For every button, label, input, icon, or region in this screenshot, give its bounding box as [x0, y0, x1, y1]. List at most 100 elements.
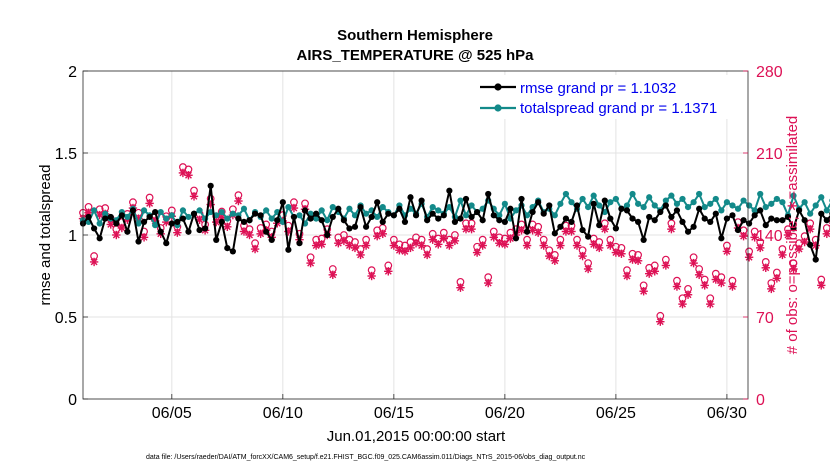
totalspread-point: [718, 207, 725, 214]
obs-assimilated-marker: [805, 224, 815, 234]
rmse-point: [651, 217, 658, 224]
totalspread-point: [124, 213, 131, 221]
y-tick-label: 0.5: [55, 310, 77, 327]
obs-assimilated-marker: [572, 241, 582, 250]
obs-star-stroke: [806, 225, 814, 233]
obs-star-stroke: [412, 239, 420, 247]
rmse-point: [629, 215, 636, 222]
obs-assimilated-marker: [112, 230, 121, 240]
obs-star-stroke: [801, 238, 809, 246]
rmse-point: [313, 210, 320, 217]
obs-assimilated-marker: [583, 264, 593, 274]
obs-star-stroke: [534, 229, 542, 237]
totalspread-point: [612, 195, 619, 203]
rmse-point: [251, 210, 259, 217]
rmse-point: [307, 215, 314, 222]
obs-star-stroke: [662, 261, 670, 269]
obs-star-stroke: [568, 228, 575, 235]
rmse-point: [168, 220, 175, 227]
totalspread-point: [91, 207, 98, 214]
totalspread-point: [379, 204, 386, 211]
obs-assimilated-marker: [783, 230, 793, 240]
obs-star-stroke: [318, 240, 326, 248]
y2-axis-label: # of obs: o=possible; ∗=assimilated: [784, 116, 801, 355]
rmse-point: [457, 215, 464, 222]
obs-assimilated-marker: [495, 239, 504, 248]
rmse-point: [196, 226, 203, 234]
obs-star-stroke: [767, 285, 775, 293]
obs-assimilated-marker: [350, 243, 360, 253]
rmse-point: [623, 207, 631, 214]
obs-assimilated-marker: [794, 244, 804, 254]
obs-assimilated-marker: [739, 231, 748, 241]
totalspread-point: [790, 192, 797, 199]
obs-star-stroke: [723, 247, 731, 255]
rmse-point: [435, 215, 442, 222]
rmse-point: [235, 215, 242, 222]
obs-assimilated-marker: [667, 224, 676, 234]
legend: rmse grand pr = 1.1032 totalspread grand…: [476, 75, 744, 119]
totalspread-point: [751, 207, 758, 214]
obs-star-stroke: [351, 244, 359, 252]
obs-assimilated-marker: [622, 271, 632, 281]
obs-star-stroke: [451, 237, 459, 245]
obs-assimilated-marker: [145, 199, 154, 208]
y2-tick-label: 140: [756, 228, 783, 245]
rmse-point: [218, 218, 225, 225]
rmse-point: [174, 218, 181, 225]
obs-assimilated-marker: [306, 258, 315, 268]
totalspread-point: [746, 202, 753, 209]
legend-box: [476, 75, 744, 119]
rmse-point: [518, 195, 525, 203]
rmse-point: [529, 208, 536, 216]
totalspread-point: [807, 210, 814, 217]
rmse-point: [424, 217, 431, 224]
totalspread-point: [102, 210, 109, 217]
obs-star-stroke: [445, 242, 453, 250]
obs-star-stroke: [190, 192, 198, 200]
obs-assimilated-marker: [317, 240, 326, 249]
rmse-point: [129, 207, 137, 214]
rmse-point: [496, 217, 503, 224]
rmse-point: [807, 241, 814, 248]
rmse-point: [157, 228, 164, 235]
rmse-point: [418, 197, 425, 204]
ticks: 06/05 06/10 06/15 06/20 06/25 06/30 0 0.5 1 1.5 2 0…: [55, 64, 783, 422]
obs-star-stroke: [762, 264, 770, 272]
obs-assimilated-marker: [672, 282, 682, 291]
rmse-point: [102, 215, 109, 222]
obs-assimilated-marker: [256, 229, 265, 239]
obs-assimilated-marker: [617, 249, 626, 258]
rmse-point: [490, 212, 497, 219]
obs-star-stroke: [562, 228, 570, 235]
obs-star-stroke: [257, 230, 265, 238]
totalspread-point: [152, 222, 159, 229]
legend-label-totalspread: totalspread grand pr = 1.1371: [520, 100, 717, 117]
rmse-point: [673, 207, 681, 214]
rmse-point: [257, 212, 264, 219]
rmse-point: [390, 212, 397, 219]
obs-star-stroke: [423, 251, 431, 259]
totalspread-point: [634, 200, 642, 207]
totalspread-point: [607, 199, 614, 206]
totalspread-point: [140, 207, 148, 214]
totalspread-point: [734, 205, 742, 212]
rmse-point: [113, 220, 120, 227]
obs-star-stroke: [778, 251, 786, 259]
obs-star-stroke: [712, 276, 720, 283]
totalspread-point: [229, 210, 236, 217]
obs-star-stroke: [612, 249, 620, 257]
obs-assimilated-marker: [756, 243, 765, 253]
rmse-point: [746, 220, 753, 227]
obs-star-stroke: [118, 224, 126, 232]
rmse-point: [618, 205, 625, 212]
obs-assimilated-marker: [89, 257, 99, 267]
totalspread-point: [762, 204, 769, 211]
totalspread-point: [679, 195, 686, 203]
legend-label-rmse: rmse grand pr = 1.1032: [520, 80, 676, 97]
obs-star-stroke: [690, 259, 698, 267]
obs-assimilated-marker: [450, 236, 460, 246]
obs-star-stroke: [579, 252, 587, 260]
obs-star-stroke: [545, 252, 553, 260]
